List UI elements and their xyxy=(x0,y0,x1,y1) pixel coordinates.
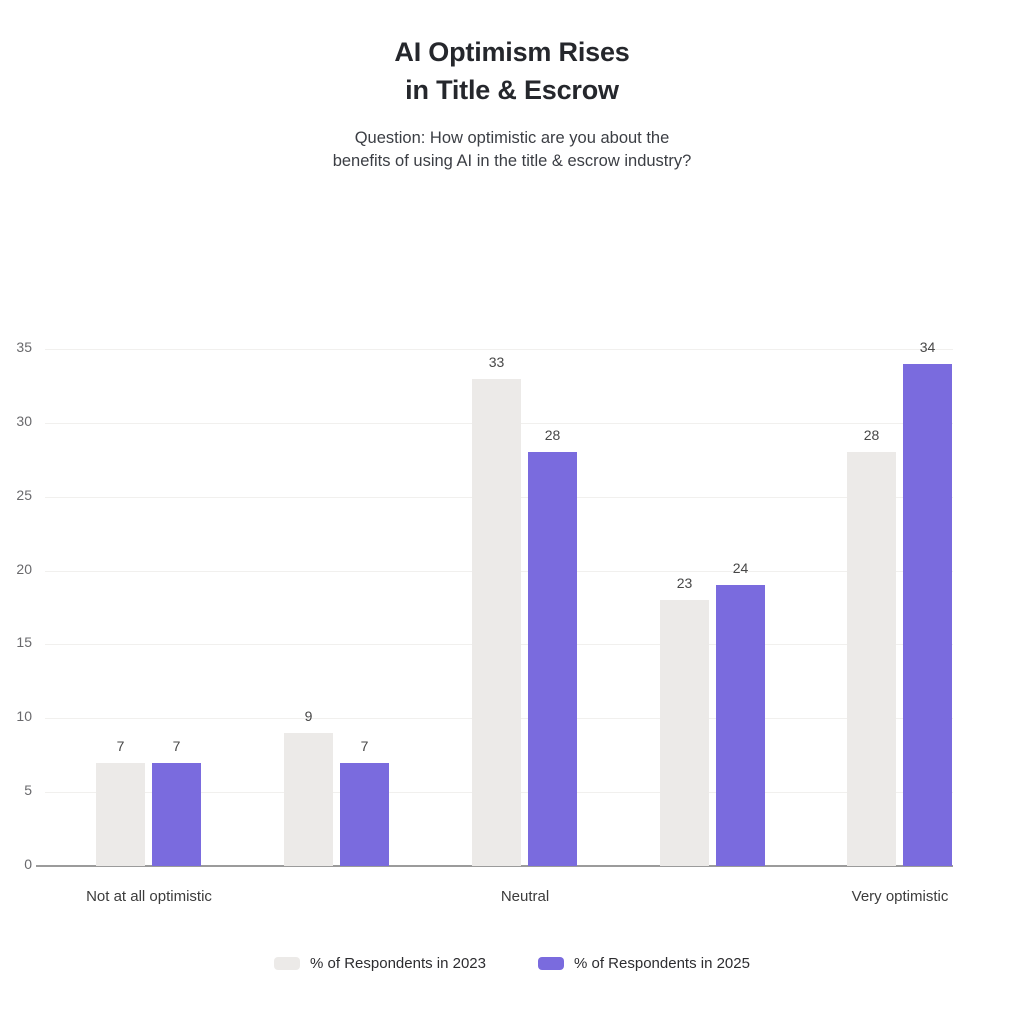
legend-item-2023: % of Respondents in 2023 xyxy=(274,955,486,972)
bar-2023-group-4 xyxy=(660,600,709,866)
legend: % of Respondents in 2023 % of Respondent… xyxy=(0,955,1024,972)
legend-label-2023: % of Respondents in 2023 xyxy=(310,955,486,972)
bar-2025-group-2 xyxy=(340,763,389,866)
bar-2023-group-3 xyxy=(472,379,521,866)
legend-swatch-2025 xyxy=(538,957,564,970)
bar-2025-group-1 xyxy=(152,763,201,866)
legend-item-2025: % of Respondents in 2025 xyxy=(538,955,750,972)
legend-swatch-2023 xyxy=(274,957,301,970)
y-tick-label-30: 30 xyxy=(16,413,32,429)
y-gridline-35 xyxy=(45,349,953,350)
legend-label-2025: % of Respondents in 2025 xyxy=(574,955,750,972)
bar-value-label-2023-group-4: 23 xyxy=(676,575,693,591)
x-axis-label-0: Not at all optimistic xyxy=(86,888,212,905)
x-axis-line xyxy=(36,865,953,867)
bar-value-label-2025-group-3: 28 xyxy=(544,427,561,443)
bar-value-label-2025-group-5: 34 xyxy=(919,339,936,355)
bar-value-label-2023-group-5: 28 xyxy=(863,427,880,443)
y-tick-label-5: 5 xyxy=(24,782,32,798)
bar-value-label-2023-group-2: 9 xyxy=(304,708,313,724)
bar-value-label-2025-group-2: 7 xyxy=(360,738,369,754)
y-tick-label-35: 35 xyxy=(16,339,32,355)
chart-subtitle: Question: How optimistic are you about t… xyxy=(332,129,692,170)
bar-2023-group-2 xyxy=(284,733,333,866)
y-tick-label-25: 25 xyxy=(16,487,32,503)
bar-2025-group-3 xyxy=(528,452,577,866)
bar-value-label-2023-group-3: 33 xyxy=(488,354,505,370)
bar-value-label-2025-group-4: 24 xyxy=(732,560,749,576)
x-axis-label-4: Very optimistic xyxy=(851,888,949,905)
y-tick-label-0: 0 xyxy=(24,856,32,872)
bar-2023-group-1 xyxy=(96,763,145,866)
x-axis-label-2: Neutral xyxy=(500,888,550,905)
bar-2025-group-5 xyxy=(903,364,952,866)
y-tick-label-20: 20 xyxy=(16,561,32,577)
bar-value-label-2025-group-1: 7 xyxy=(172,738,181,754)
y-tick-label-10: 10 xyxy=(16,708,32,724)
y-tick-label-15: 15 xyxy=(16,634,32,650)
bar-2023-group-5 xyxy=(847,452,896,866)
bar-value-label-2023-group-1: 7 xyxy=(116,738,125,754)
bar-2025-group-4 xyxy=(716,585,765,866)
chart-title: AI Optimism Rises in Title & Escrow xyxy=(394,37,630,105)
